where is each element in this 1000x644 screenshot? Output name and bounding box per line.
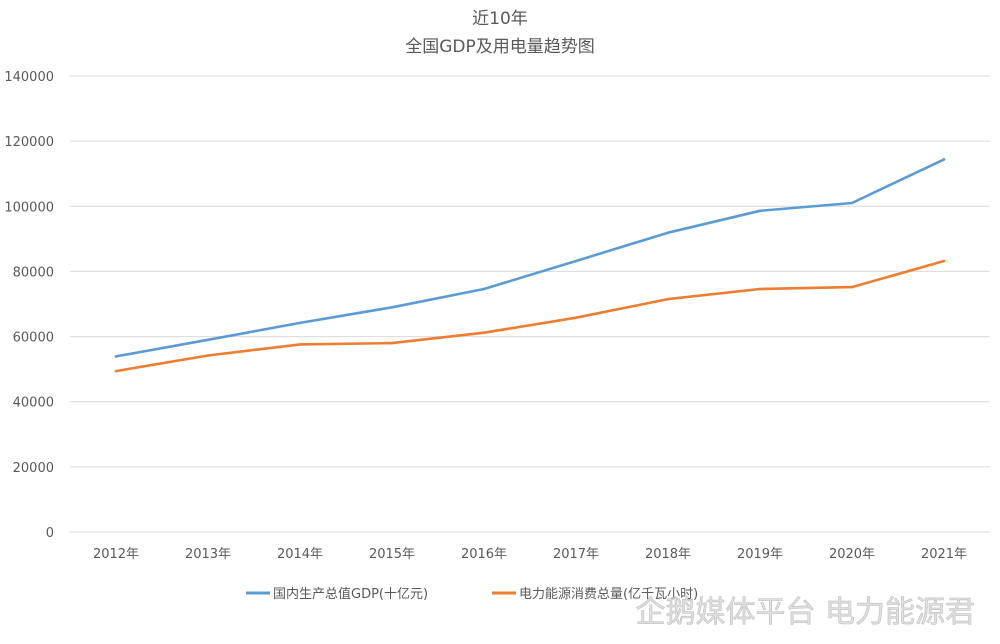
series-line-1 xyxy=(114,259,946,373)
x-tick-label: 2012年 xyxy=(93,547,139,562)
data-point xyxy=(942,259,946,263)
x-tick-label: 2017年 xyxy=(553,547,599,562)
series-lines xyxy=(114,158,946,373)
gridlines xyxy=(70,75,990,533)
data-point xyxy=(390,341,394,345)
x-tick-label: 2013年 xyxy=(185,547,231,562)
y-tick-label: 140000 xyxy=(4,70,54,85)
y-tick-label: 120000 xyxy=(4,135,54,150)
data-point xyxy=(850,285,854,289)
x-tick-label: 2014年 xyxy=(277,547,323,562)
data-point xyxy=(390,305,394,309)
y-tick-label: 60000 xyxy=(13,331,54,346)
data-point xyxy=(114,355,118,358)
data-point xyxy=(666,297,670,301)
chart-title-line-1: 近10年 xyxy=(472,9,528,29)
data-point xyxy=(574,316,578,319)
y-tick-label: 20000 xyxy=(13,461,54,476)
data-point xyxy=(206,354,210,357)
data-point xyxy=(758,287,762,291)
series-line-0 xyxy=(114,158,946,358)
data-point xyxy=(114,369,118,373)
data-point xyxy=(482,331,486,334)
x-tick-label: 2020年 xyxy=(829,547,875,562)
x-axis-ticks: 2012年 2013年 2014年 2015年 2016年 2017年 2018年 2019年… xyxy=(93,547,967,562)
data-point xyxy=(298,343,302,346)
y-tick-label: 80000 xyxy=(13,265,54,280)
data-point xyxy=(942,158,946,161)
watermark-text: 企鹅媒体平台 电力能源君 xyxy=(635,595,975,630)
x-tick-label: 2016年 xyxy=(461,547,507,562)
data-point xyxy=(298,321,302,325)
data-point xyxy=(482,287,486,291)
legend-label-gdp: 国内生产总值GDP(十亿元) xyxy=(273,586,428,602)
data-point xyxy=(574,259,578,263)
x-tick-label: 2015年 xyxy=(369,547,415,562)
data-point xyxy=(206,338,210,342)
x-tick-label: 2021年 xyxy=(921,547,967,562)
y-axis-ticks: 0 20000 40000 60000 80000 100000 120000 140000 xyxy=(4,70,54,541)
legend-label-electricity: 电力能源消费总量(亿千瓦小时) xyxy=(519,587,698,602)
data-point xyxy=(758,209,762,213)
y-tick-label: 100000 xyxy=(4,200,54,215)
x-tick-label: 2018年 xyxy=(645,547,691,562)
chart-title: 近10年 全国GDP及用电量趋势图 xyxy=(405,9,595,57)
y-tick-label: 0 xyxy=(46,526,54,541)
legend: 国内生产总值GDP(十亿元) 电力能源消费总量(亿千瓦小时) xyxy=(246,586,698,602)
y-tick-label: 40000 xyxy=(13,396,54,411)
data-point xyxy=(666,231,670,234)
chart-title-line-2: 全国GDP及用电量趋势图 xyxy=(405,37,595,57)
data-point xyxy=(850,201,854,205)
x-tick-label: 2019年 xyxy=(737,547,783,562)
